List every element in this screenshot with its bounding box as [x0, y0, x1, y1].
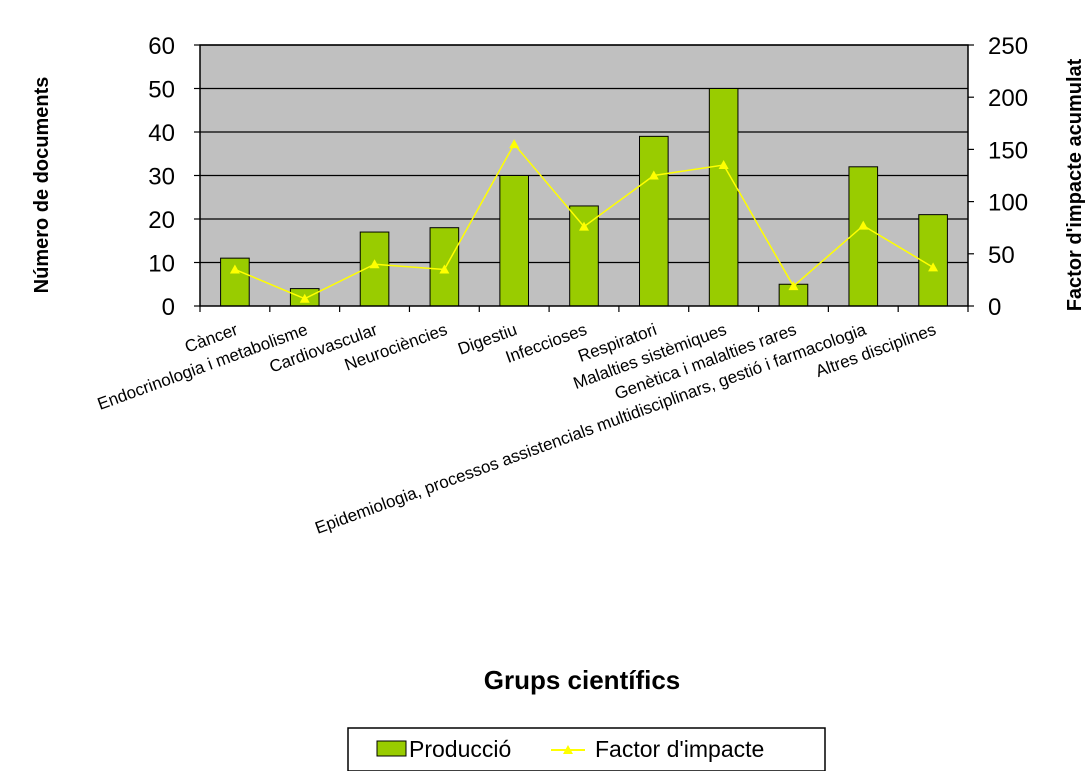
plot-area — [200, 44, 968, 307]
x-axis-title: Grups científics — [484, 665, 681, 695]
y-axis-right-ticks: 0 50 100 150 200 250 — [968, 33, 1028, 321]
y-right-tick-label: 0 — [988, 294, 1001, 321]
legend-label-factor-impacte: Factor d'impacte — [595, 736, 764, 762]
bar-produccio — [569, 205, 599, 307]
marker-factor-impacte — [928, 262, 939, 272]
y-left-tick-label: 40 — [148, 120, 175, 147]
marker-factor-impacte — [718, 160, 729, 170]
y-left-tick-label: 20 — [148, 207, 175, 234]
x-category-label: Infeccioses — [503, 320, 589, 367]
bar-produccio — [918, 214, 948, 307]
marker-factor-impacte — [439, 264, 450, 274]
legend-bar-swatch — [376, 740, 407, 757]
y-right-tick-label: 200 — [988, 85, 1028, 112]
bar-produccio — [848, 166, 879, 307]
y-right-tick-label: 250 — [988, 33, 1028, 60]
marker-factor-impacte — [509, 139, 520, 149]
y-left-tick-label: 60 — [148, 33, 175, 60]
marker-factor-impacte — [648, 170, 659, 180]
marker-factor-impacte — [299, 293, 310, 303]
y-axis-left-title: Número de documents — [31, 77, 53, 294]
bar-produccio — [499, 175, 529, 307]
y-left-tick-label: 30 — [148, 164, 175, 191]
bar-produccio — [639, 135, 669, 307]
y-left-tick-label: 0 — [162, 294, 175, 321]
legend: Producció Factor d'impacte — [347, 727, 826, 771]
bar-produccio — [708, 88, 739, 307]
y-right-tick-label: 100 — [988, 190, 1028, 217]
y-axis-right-title: Factor d'impacte acumulat — [1064, 58, 1086, 311]
marker-factor-impacte — [858, 220, 869, 230]
legend-line-marker — [563, 745, 573, 754]
marker-factor-impacte — [579, 221, 589, 231]
y-axis-left-ticks: 0 10 20 30 40 50 60 — [148, 33, 200, 321]
marker-factor-impacte — [229, 264, 240, 274]
y-left-tick-label: 10 — [148, 251, 175, 278]
marker-factor-impacte — [369, 259, 380, 269]
legend-label-produccio: Producció — [409, 736, 511, 762]
y-right-tick-label: 150 — [988, 137, 1028, 164]
legend-frame — [347, 727, 826, 771]
marker-factor-impacte — [788, 281, 799, 291]
y-left-tick-label: 50 — [148, 77, 175, 104]
y-right-tick-label: 50 — [988, 242, 1015, 269]
